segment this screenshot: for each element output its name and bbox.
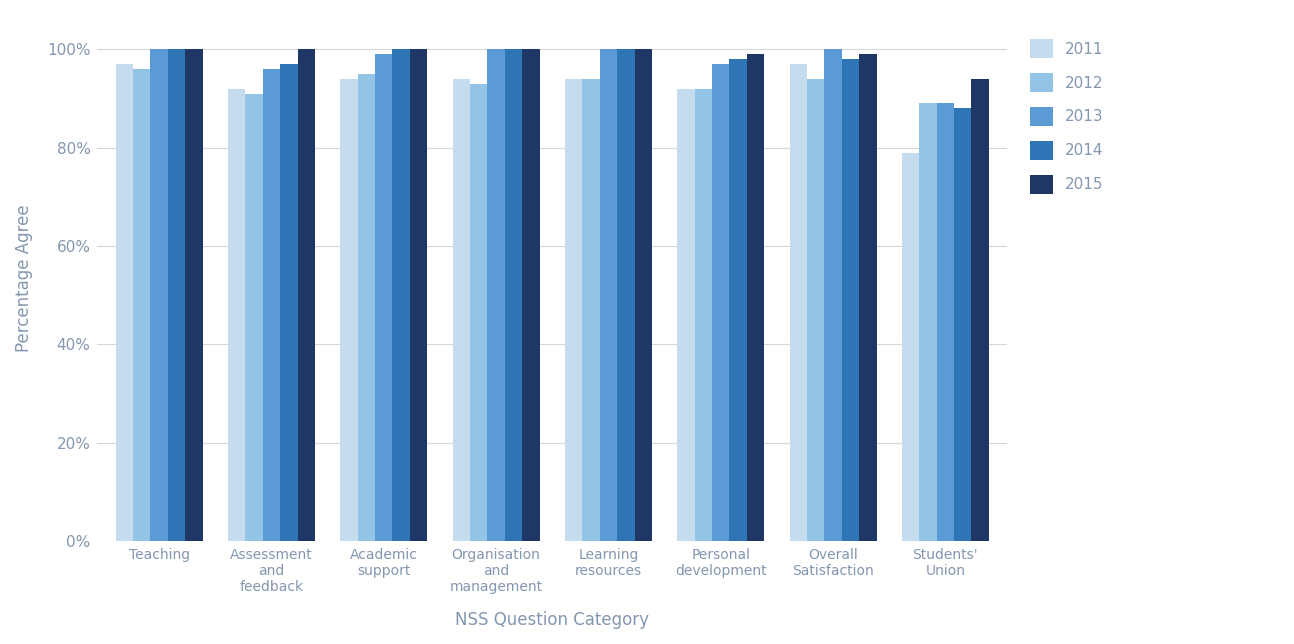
Bar — [453, 79, 470, 541]
Bar — [712, 64, 730, 541]
Bar — [599, 50, 617, 541]
Bar — [582, 79, 599, 541]
Bar — [340, 79, 357, 541]
Bar — [150, 50, 168, 541]
Bar — [505, 50, 523, 541]
Bar — [280, 64, 298, 541]
Bar — [807, 79, 824, 541]
Bar — [972, 79, 989, 541]
Bar — [747, 54, 765, 541]
Bar — [263, 69, 280, 541]
Y-axis label: Percentage Agree: Percentage Agree — [16, 204, 34, 352]
Bar — [902, 153, 919, 541]
Bar — [392, 50, 410, 541]
Bar — [859, 54, 876, 541]
Bar — [133, 69, 150, 541]
Bar — [937, 104, 954, 541]
Bar — [730, 59, 747, 541]
Bar — [789, 64, 807, 541]
Bar — [115, 64, 133, 541]
Bar — [919, 104, 937, 541]
Bar — [228, 89, 246, 541]
Legend: 2011, 2012, 2013, 2014, 2015: 2011, 2012, 2013, 2014, 2015 — [1024, 33, 1110, 200]
Bar — [410, 50, 427, 541]
Bar — [617, 50, 634, 541]
Bar — [488, 50, 505, 541]
Bar — [677, 89, 695, 541]
Bar — [841, 59, 859, 541]
Bar — [375, 54, 392, 541]
Bar — [695, 89, 712, 541]
Bar — [565, 79, 582, 541]
X-axis label: NSS Question Category: NSS Question Category — [455, 611, 650, 629]
Bar — [298, 50, 314, 541]
Bar — [470, 84, 488, 541]
Bar — [824, 50, 841, 541]
Bar — [357, 74, 375, 541]
Bar — [168, 50, 185, 541]
Bar — [954, 108, 972, 541]
Bar — [246, 93, 263, 541]
Bar — [523, 50, 540, 541]
Bar — [185, 50, 203, 541]
Bar — [634, 50, 652, 541]
